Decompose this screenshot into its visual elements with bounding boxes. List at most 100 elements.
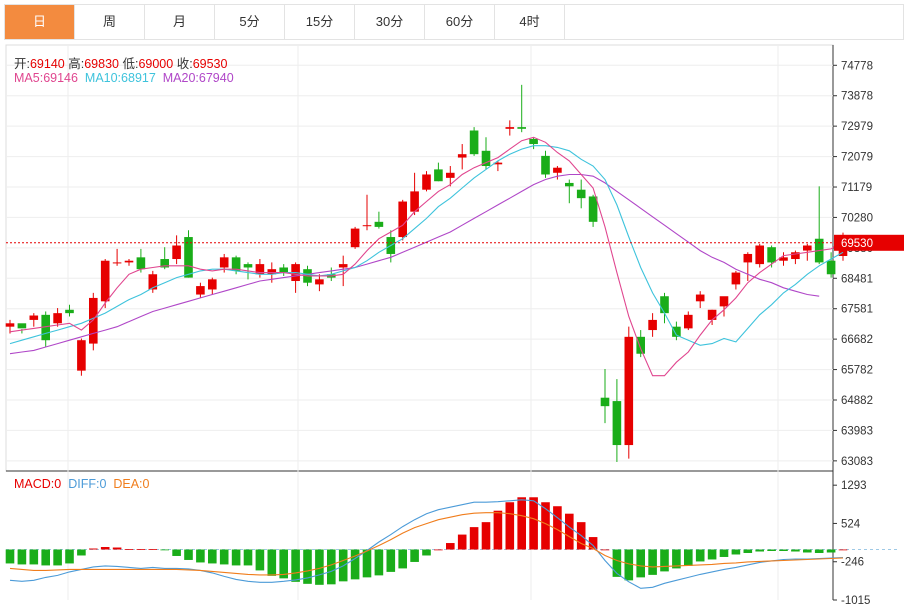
- low-value: 69000: [138, 57, 174, 71]
- candle-body: [517, 127, 526, 129]
- candle-body: [767, 247, 776, 263]
- candle-body: [636, 336, 645, 354]
- macd-bar: [41, 549, 50, 566]
- candle-body: [755, 245, 764, 265]
- macd-bar: [636, 549, 645, 578]
- price-tick-label: 72079: [841, 152, 873, 164]
- candle-body: [410, 191, 419, 212]
- tab-15min[interactable]: 15分: [285, 5, 355, 39]
- candle-body: [779, 257, 788, 261]
- ma10-label: MA10:: [84, 71, 122, 85]
- candle-body: [231, 257, 241, 271]
- candle-body: [565, 182, 574, 187]
- candle-body: [148, 274, 158, 290]
- tab-month[interactable]: 月: [145, 5, 215, 39]
- macd-bar: [684, 549, 693, 566]
- ma-info: MA5:69146 MA10:68917 MA20:67940: [14, 71, 234, 85]
- macd-bar: [219, 549, 229, 565]
- macd-tick-label: 1293: [841, 480, 867, 492]
- candle-body: [529, 138, 538, 145]
- candle-body: [41, 314, 50, 341]
- last-price-label: 69530: [841, 238, 873, 250]
- candle-body: [434, 169, 443, 182]
- candle-body: [660, 296, 669, 314]
- candle-body: [648, 319, 657, 331]
- price-tick-label: 71179: [841, 182, 872, 194]
- macd-bar: [719, 549, 729, 557]
- candle-body: [731, 272, 741, 285]
- macd-bar: [77, 549, 86, 556]
- candle-body: [350, 228, 360, 248]
- candle-body: [160, 259, 169, 268]
- ma5-value: 69146: [43, 71, 78, 85]
- macd-bar: [231, 549, 241, 566]
- macd-bar: [529, 497, 538, 550]
- high-label: 高:: [68, 57, 85, 71]
- price-tick-label: 68481: [841, 273, 873, 285]
- macd-bar: [446, 543, 455, 550]
- macd-bar: [5, 549, 15, 564]
- macd-bar: [505, 502, 515, 550]
- macd-bar: [624, 549, 634, 581]
- tab-week[interactable]: 周: [75, 5, 145, 39]
- close-label: 收:: [176, 57, 193, 71]
- candle-body: [208, 279, 217, 290]
- macd-bar: [362, 549, 372, 578]
- candle-body: [719, 296, 729, 307]
- price-tick-label: 72979: [841, 121, 873, 133]
- macd-bar: [398, 549, 407, 569]
- candle-body: [743, 253, 753, 263]
- macd-bar: [553, 506, 562, 550]
- tab-5min[interactable]: 5分: [215, 5, 285, 39]
- macd-bar: [208, 549, 217, 564]
- candle-body: [136, 257, 146, 270]
- macd-bar: [600, 549, 610, 551]
- ma20-line: [9, 173, 820, 355]
- candle-body: [362, 225, 372, 227]
- macd-value: 0: [54, 477, 62, 491]
- macd-bar: [303, 549, 312, 584]
- candle-body: [243, 264, 253, 268]
- macd-bar: [755, 549, 764, 552]
- macd-info: MACD:0 DIFF:0 DEA:0: [14, 477, 149, 491]
- candle-body: [398, 201, 407, 238]
- macd-bar: [826, 549, 836, 553]
- macd-bar: [374, 549, 384, 576]
- period-tabs: 日 周 月 5分 15分 30分 60分 4时: [4, 4, 904, 40]
- ma10-line: [9, 145, 844, 346]
- tab-30min[interactable]: 30分: [355, 5, 425, 39]
- macd-bar: [17, 549, 27, 565]
- candle-body: [672, 326, 681, 337]
- price-tick-label: 67581: [841, 304, 873, 316]
- candle-body: [279, 267, 288, 273]
- candle-body: [826, 260, 836, 275]
- macd-bar: [803, 549, 812, 553]
- macd-bar: [243, 549, 253, 566]
- macd-bar: [588, 537, 598, 550]
- ma20-label: MA20:: [162, 71, 199, 85]
- macd-bar: [184, 549, 193, 560]
- macd-bar: [672, 549, 681, 569]
- macd-bar: [612, 549, 622, 577]
- candle-body: [707, 309, 717, 320]
- candle-body: [112, 262, 122, 264]
- tab-60min[interactable]: 60分: [425, 5, 495, 39]
- macd-bar: [481, 522, 491, 550]
- last-price-box: [834, 234, 904, 251]
- candle-body: [29, 315, 39, 320]
- macd-bar: [89, 548, 98, 550]
- macd-bar: [124, 549, 134, 550]
- macd-bar: [434, 549, 443, 551]
- macd-bar: [838, 549, 848, 551]
- macd-bar: [291, 549, 300, 582]
- candle-body: [469, 130, 479, 155]
- low-label: 低:: [122, 57, 139, 71]
- tab-day[interactable]: 日: [5, 5, 75, 39]
- tab-4hour[interactable]: 4时: [495, 5, 565, 39]
- price-tick-label: 65782: [841, 365, 873, 377]
- macd-bar: [65, 549, 74, 564]
- candle-body: [493, 162, 503, 165]
- macd-bar: [160, 549, 169, 551]
- candle-body: [481, 150, 491, 167]
